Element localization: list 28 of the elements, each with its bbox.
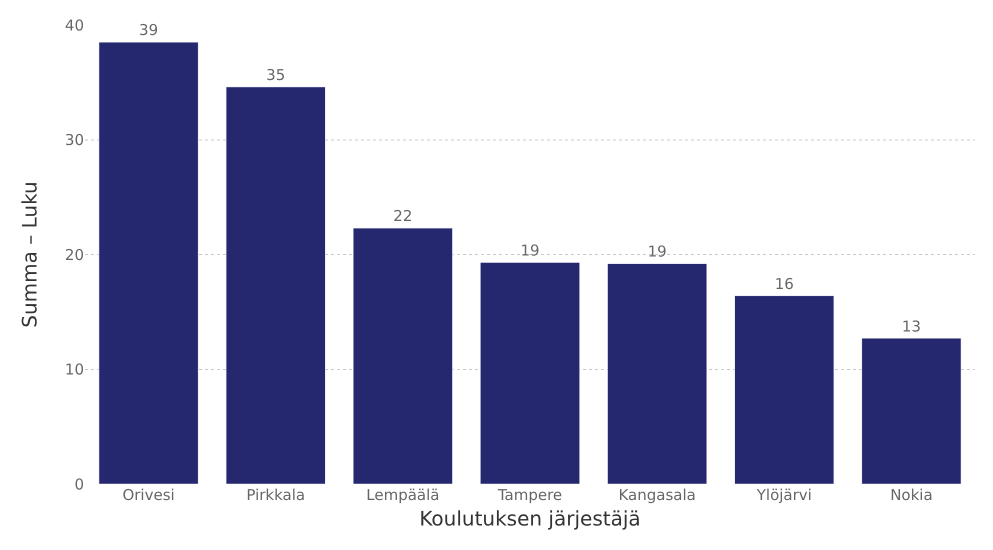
data-label: 35: [266, 66, 286, 84]
data-label: 13: [902, 317, 921, 336]
y-axis-title: Summa – Luku: [17, 181, 42, 328]
x-axis-title: Koulutuksen järjestäjä: [419, 506, 641, 530]
data-label: 22: [393, 207, 412, 226]
bar: [862, 338, 962, 484]
y-tick-label: 0: [74, 475, 84, 494]
x-tick-label: Nokia: [890, 486, 933, 504]
x-tick-label: Ylöjärvi: [756, 486, 812, 504]
bar: [353, 228, 453, 484]
data-label: 16: [774, 274, 794, 293]
x-tick-label: Orivesi: [122, 486, 175, 504]
x-tick-label: Tampere: [496, 486, 562, 504]
x-tick-label: Kangasala: [618, 486, 696, 504]
bar: [226, 86, 326, 484]
y-tick-label: 30: [64, 131, 84, 149]
data-label: 39: [139, 21, 158, 40]
bar: [480, 262, 580, 484]
x-tick-label: Lempäälä: [366, 486, 440, 504]
x-tick-label: Pirkkala: [246, 486, 306, 504]
y-tick-label: 40: [64, 16, 84, 34]
y-tick-label: 10: [64, 360, 84, 378]
bar: [734, 296, 834, 484]
data-label: 19: [520, 242, 540, 260]
bar: [98, 42, 198, 484]
bar: [607, 263, 707, 484]
data-label: 19: [648, 242, 667, 261]
y-tick-label: 20: [64, 246, 84, 264]
